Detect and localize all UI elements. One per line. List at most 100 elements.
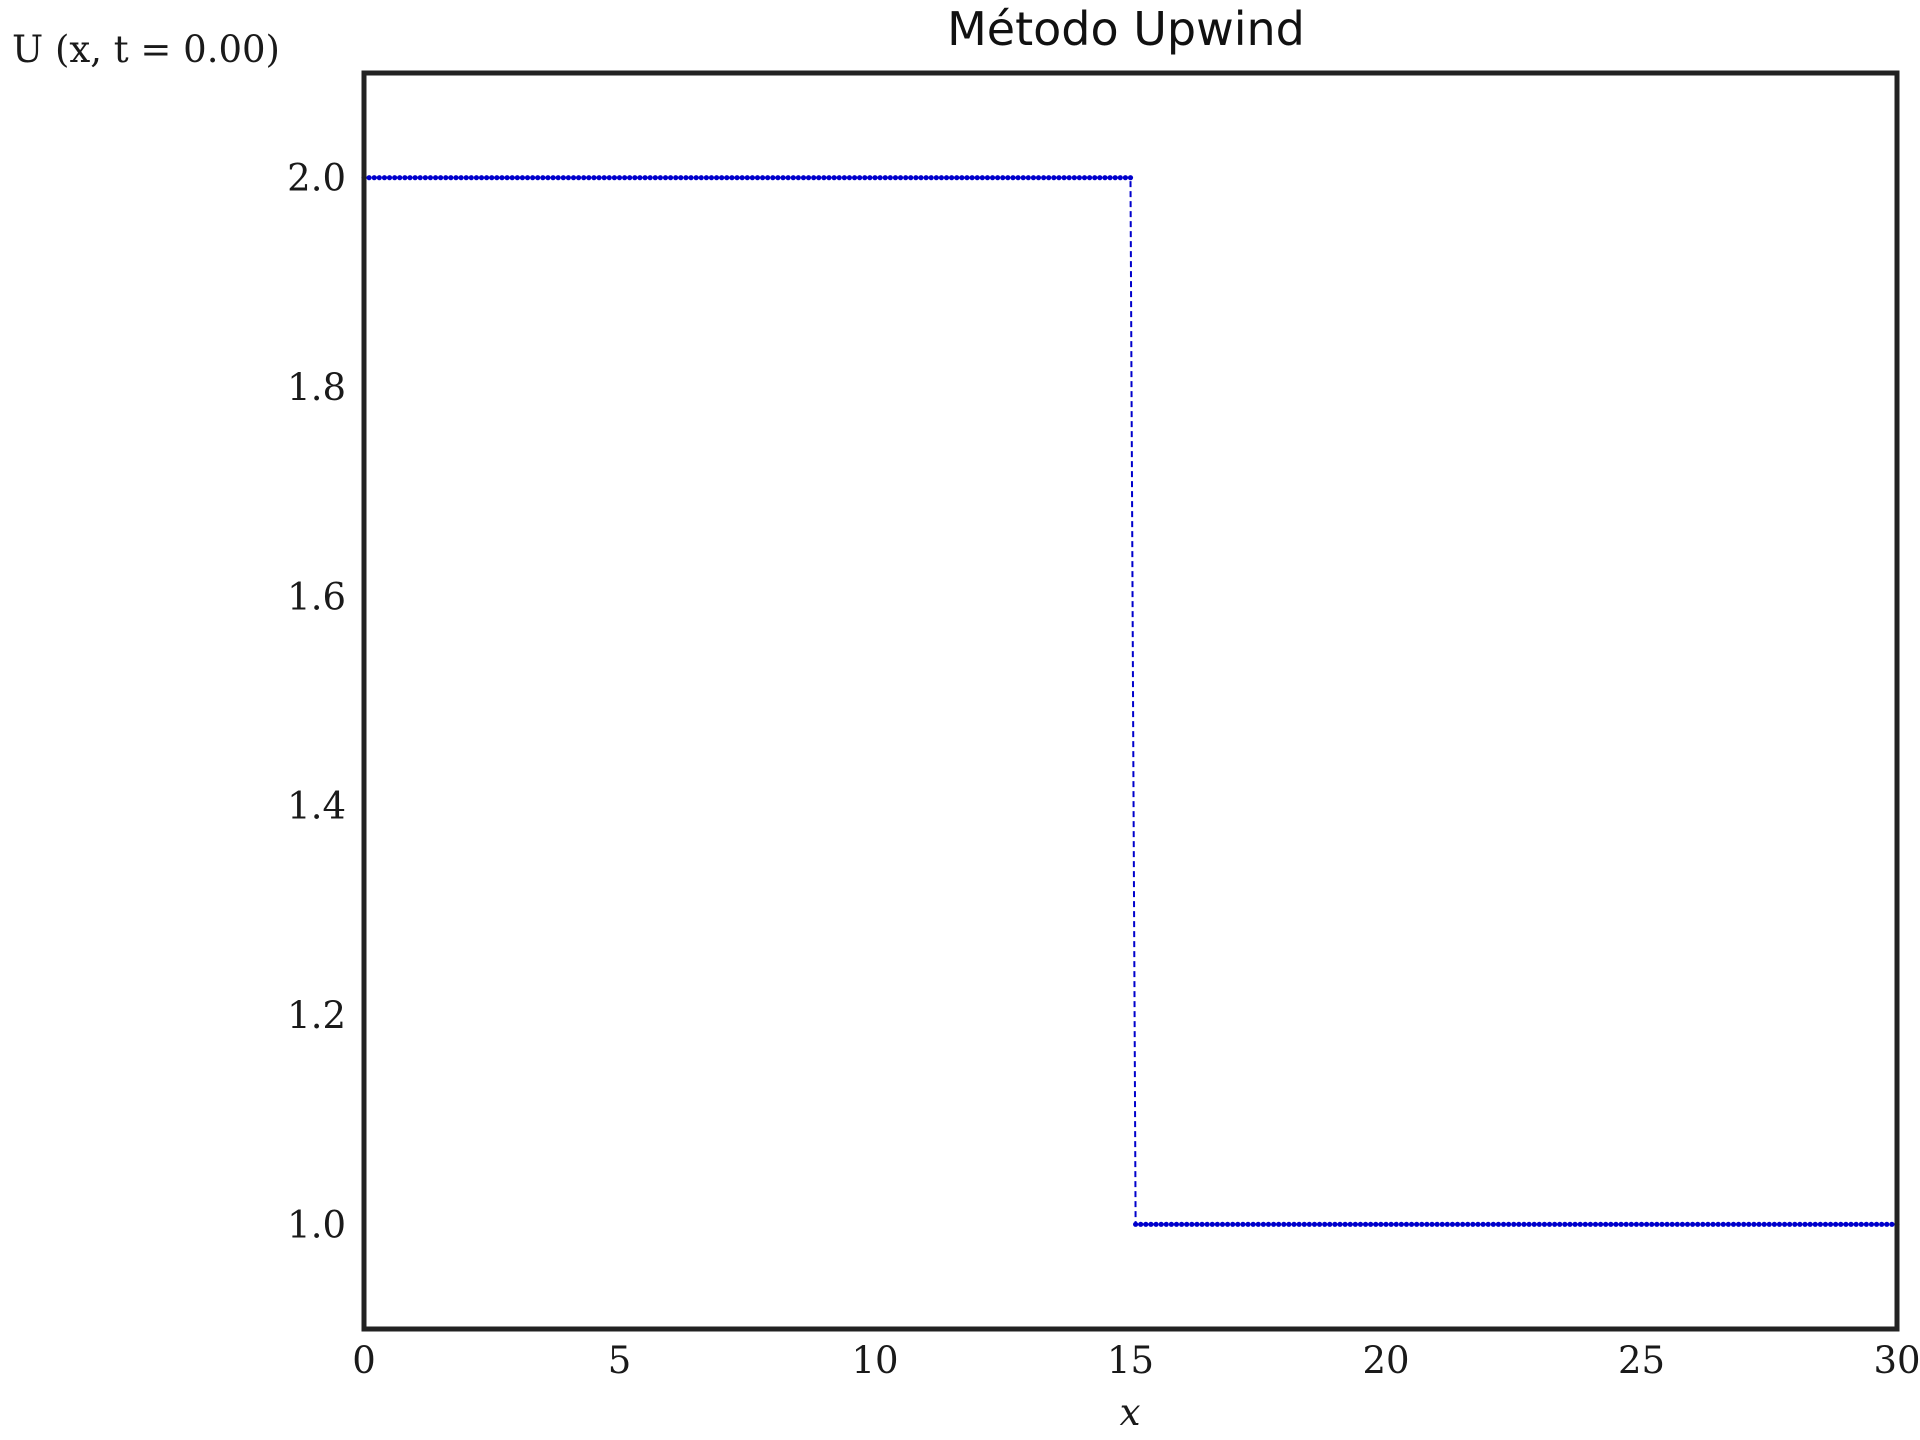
data-point [933, 175, 939, 181]
data-point [989, 175, 996, 181]
data-point [1766, 1221, 1772, 1227]
data-point [703, 175, 709, 181]
data-point [1373, 1221, 1379, 1227]
data-point [1470, 1221, 1476, 1227]
data-point [1761, 1221, 1767, 1227]
data-point [959, 175, 965, 181]
data-point [1352, 1221, 1358, 1227]
data-point [770, 175, 776, 181]
data-point [1868, 1221, 1875, 1227]
data-point [1613, 1221, 1619, 1227]
data-point [1756, 1221, 1762, 1227]
data-point [611, 175, 617, 181]
data-point [1127, 175, 1134, 181]
plot-area [361, 175, 1900, 1227]
data-point [795, 175, 801, 181]
data-point [1812, 1221, 1818, 1227]
data-point [1848, 1221, 1854, 1227]
data-point [504, 175, 510, 181]
data-point [1480, 1221, 1486, 1227]
data-point [1368, 1221, 1374, 1227]
data-point [1623, 1221, 1629, 1227]
x-tick-label: 15 [1107, 1339, 1154, 1382]
data-point [657, 175, 663, 181]
data-point [1521, 1221, 1527, 1227]
data-point [887, 175, 893, 181]
data-point [1649, 1221, 1655, 1227]
data-point [1214, 1221, 1220, 1227]
data-point [392, 175, 398, 181]
data-point [1858, 1221, 1864, 1227]
data-point [1817, 1221, 1823, 1227]
data-point [1536, 1221, 1542, 1227]
data-point [1424, 1221, 1430, 1227]
data-point [897, 175, 904, 181]
data-point [453, 175, 459, 181]
data-point [458, 175, 464, 181]
data-point [1674, 1221, 1680, 1227]
data-point [1628, 1221, 1634, 1227]
data-point [683, 175, 689, 181]
data-point [1751, 1221, 1757, 1227]
data-point [729, 175, 735, 181]
data-point [800, 175, 807, 181]
data-point [1506, 1221, 1512, 1227]
data-point [1792, 1221, 1798, 1227]
data-point [1133, 1221, 1139, 1227]
data-point [1383, 1221, 1389, 1227]
data-point [1807, 1221, 1813, 1227]
data-point [468, 175, 474, 181]
y-tick-label: 1.2 [287, 994, 346, 1037]
y-axis-ticks: 1.0 1.2 1.4 1.6 1.8 2.0 [287, 157, 346, 1247]
y-tick-label: 1.4 [287, 785, 346, 828]
data-point [1434, 1221, 1440, 1227]
x-axis-label: x [1120, 1391, 1141, 1434]
data-point [775, 175, 781, 181]
data-point [555, 175, 561, 181]
data-point [1301, 1221, 1307, 1227]
data-point [744, 175, 750, 181]
data-point [1853, 1221, 1859, 1227]
data-point [1541, 1221, 1548, 1227]
data-point [570, 175, 577, 181]
data-point [632, 175, 638, 181]
data-point [805, 175, 812, 181]
data-point [1025, 175, 1031, 181]
data-point [1725, 1221, 1731, 1227]
data-point [1362, 1221, 1369, 1227]
data-point [1204, 1221, 1210, 1227]
x-tick-label: 30 [1873, 1339, 1920, 1382]
data-point [1230, 1221, 1236, 1227]
data-point [1071, 175, 1077, 181]
data-point [1138, 1221, 1144, 1227]
data-point [928, 175, 934, 181]
data-point [918, 175, 924, 181]
data-point [1265, 1221, 1272, 1227]
data-point [1388, 1221, 1394, 1227]
data-point [877, 175, 883, 181]
data-point [494, 175, 500, 181]
data-point [821, 175, 827, 181]
data-point [438, 175, 444, 181]
data-point [448, 175, 454, 181]
data-point [1644, 1221, 1650, 1227]
data-point [1618, 1221, 1624, 1227]
x-tick-label: 10 [851, 1339, 898, 1382]
data-point [1710, 1221, 1716, 1227]
data-point [1633, 1221, 1639, 1227]
data-point [1787, 1221, 1793, 1227]
series-line [364, 176, 1897, 1226]
data-point [1741, 1221, 1747, 1227]
data-point [616, 175, 623, 181]
data-point [1281, 1221, 1287, 1227]
data-point [422, 175, 428, 181]
data-point [1378, 1221, 1384, 1227]
data-point [688, 175, 694, 181]
data-point [1158, 1221, 1164, 1227]
data-point [1117, 175, 1123, 181]
data-point [1286, 1221, 1292, 1227]
data-point [1735, 1221, 1742, 1227]
data-point [1460, 1221, 1466, 1227]
data-point [1822, 1221, 1829, 1227]
data-point [402, 175, 408, 181]
